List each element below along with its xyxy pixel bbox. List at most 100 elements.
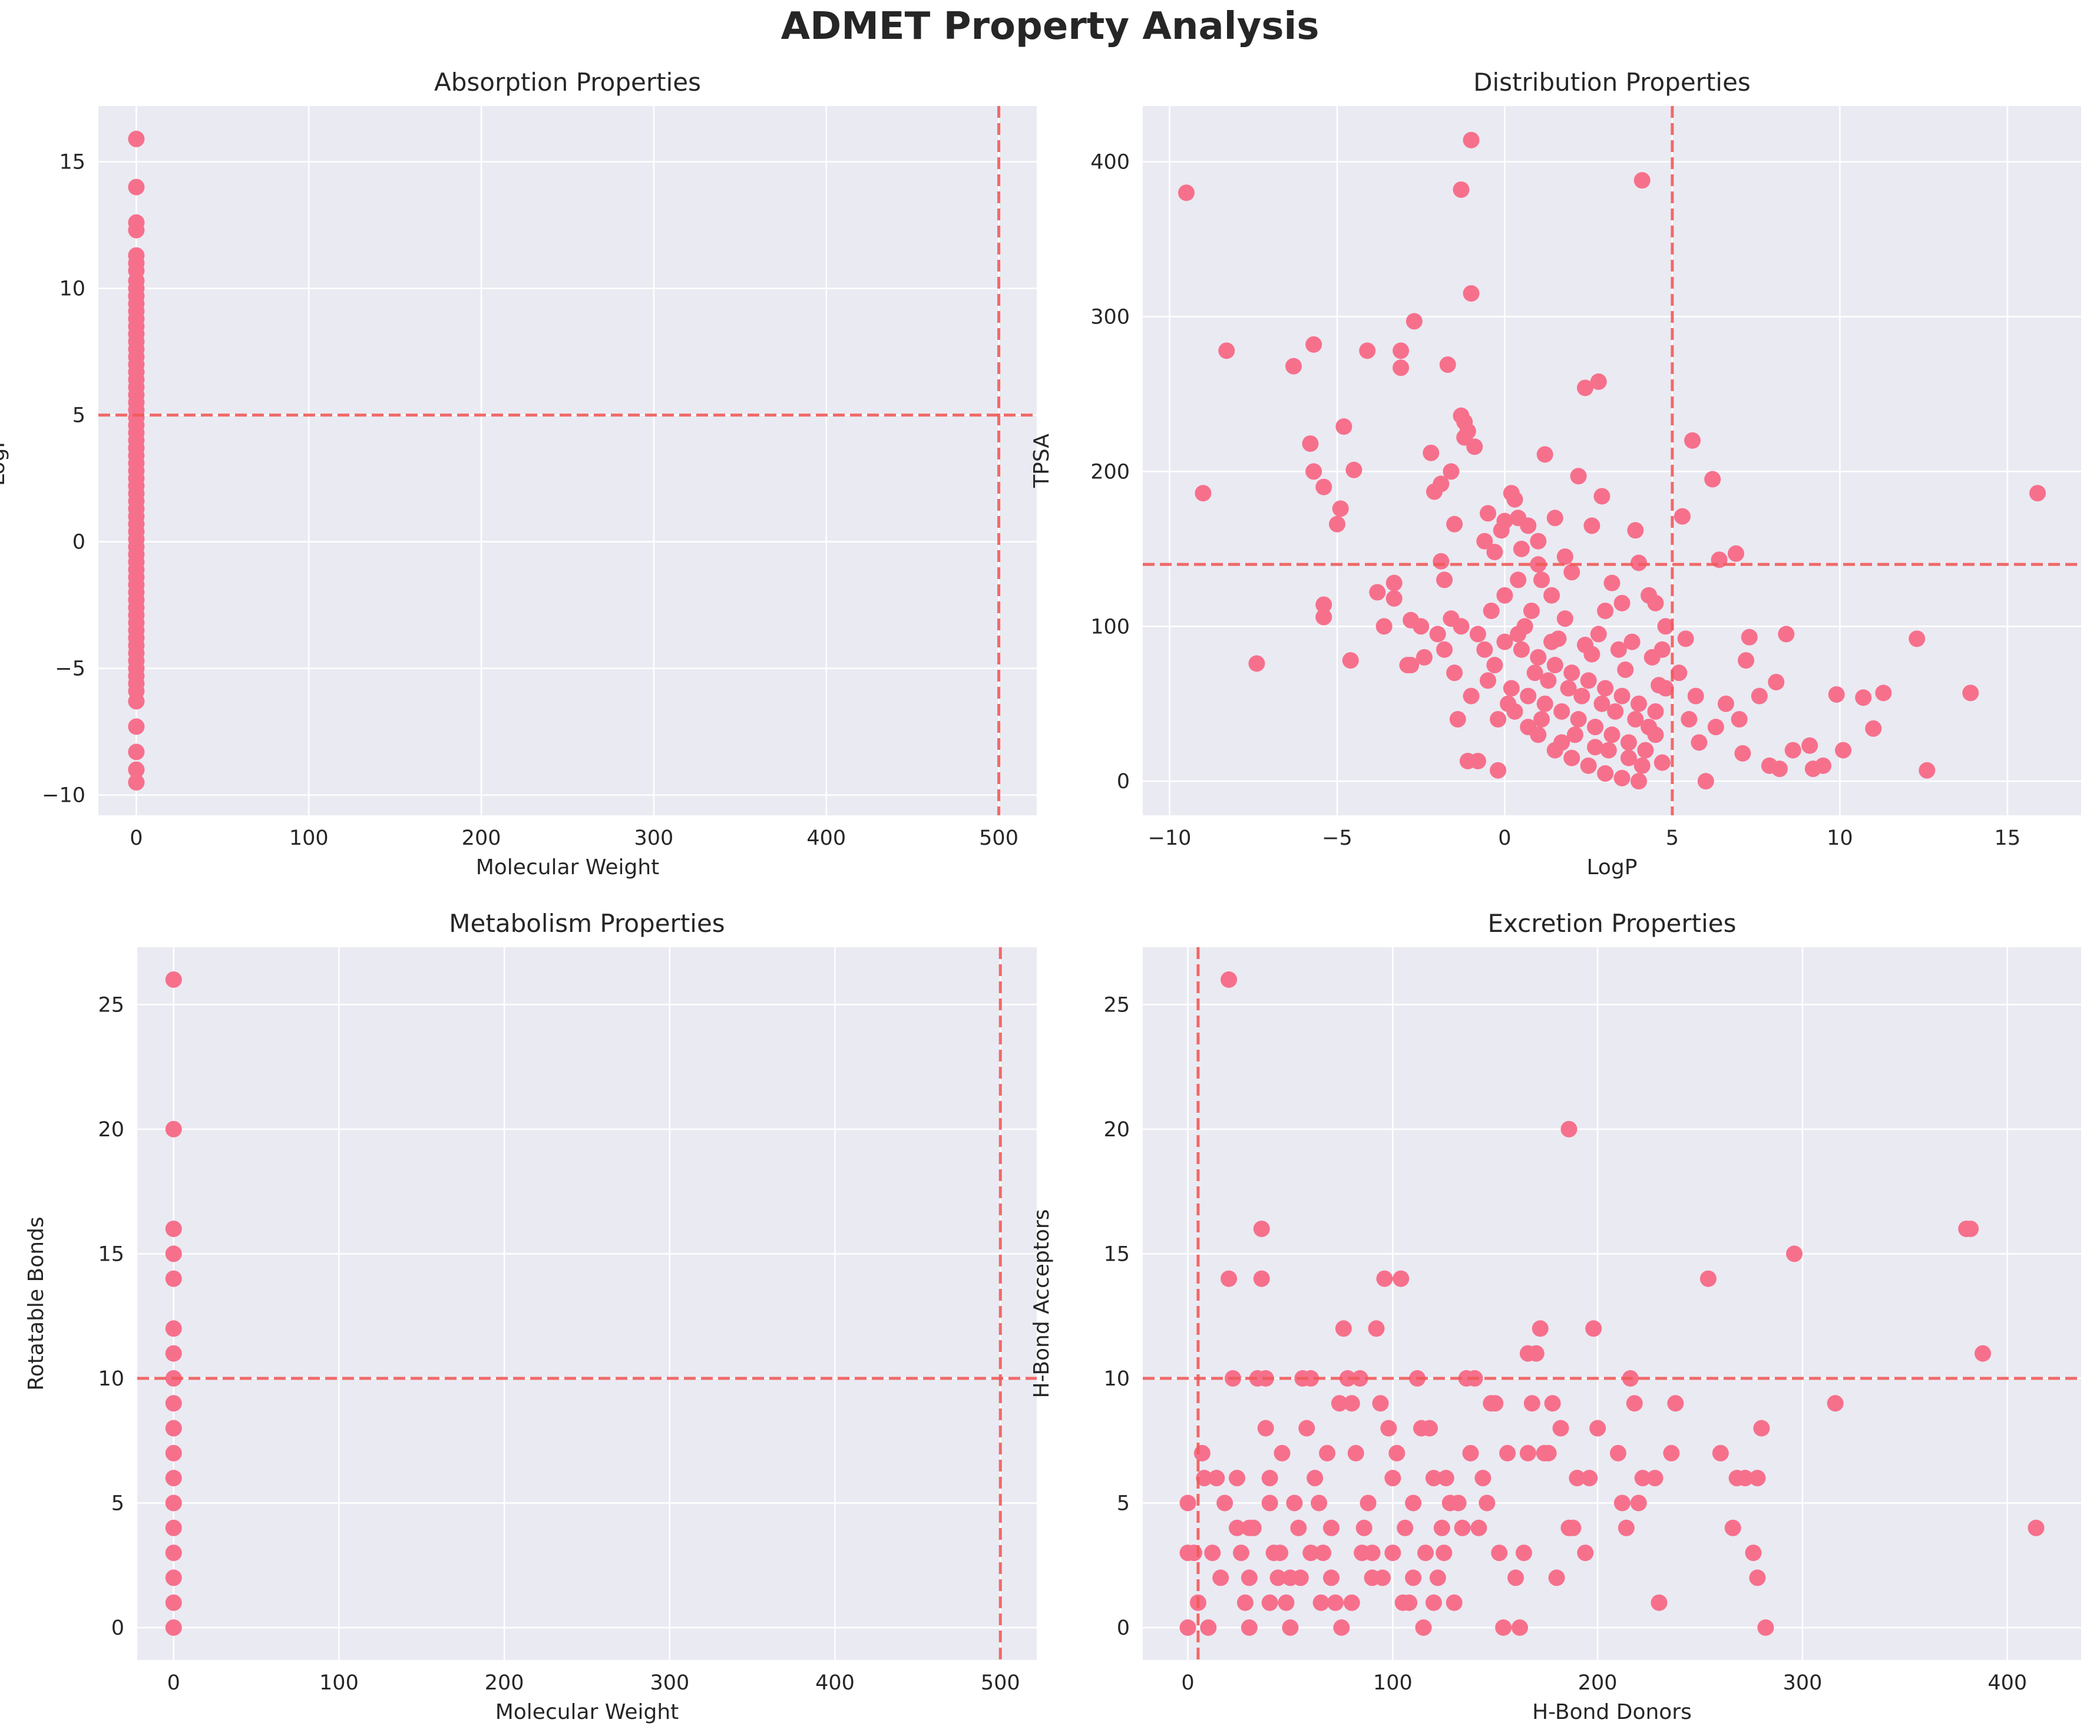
x-tick-label: 0 [130, 826, 143, 850]
data-point [1421, 1420, 1438, 1437]
data-point [1753, 1420, 1770, 1437]
data-point [1322, 1569, 1340, 1586]
data-point [1503, 680, 1520, 697]
data-point [128, 718, 145, 735]
data-point [1507, 1569, 1524, 1586]
data-point [1589, 1420, 1606, 1437]
figure-title: ADMET Property Analysis [781, 5, 1319, 48]
data-point [165, 1519, 182, 1536]
data-point [128, 693, 145, 710]
data-point [1603, 726, 1621, 743]
data-point [1200, 1619, 1217, 1636]
data-point [1463, 687, 1480, 705]
data-point [165, 1569, 182, 1586]
y-tick-label: 0 [1117, 1616, 1130, 1640]
data-point [1372, 1395, 1389, 1412]
data-point [1204, 1545, 1221, 1562]
data-point [1613, 687, 1631, 705]
y-axis-label: H-Bond Acceptors [1030, 1209, 1054, 1398]
data-point [2029, 485, 2046, 502]
data-point [1374, 1569, 1391, 1586]
data-point [1446, 1594, 1463, 1611]
data-point [165, 1494, 182, 1512]
data-point [1511, 1619, 1528, 1636]
data-point [165, 971, 182, 988]
y-tick-label: 15 [1103, 1242, 1130, 1266]
data-point [1433, 553, 1450, 570]
data-point [128, 178, 145, 196]
y-tick-label: 15 [98, 1242, 124, 1266]
data-point [1581, 1470, 1598, 1487]
data-point [1319, 1444, 1336, 1461]
data-point [1663, 1444, 1680, 1461]
data-point [1193, 1444, 1211, 1461]
data-point [165, 1221, 182, 1238]
data-point [1506, 491, 1523, 508]
x-tick-label: 100 [289, 826, 329, 850]
data-point [1486, 544, 1503, 561]
x-axis-label: Molecular Weight [495, 1700, 679, 1724]
data-point [1261, 1470, 1278, 1487]
data-point [1437, 1470, 1454, 1487]
data-point [1543, 587, 1560, 604]
data-point [1536, 695, 1553, 712]
data-point [1771, 760, 1788, 778]
data-point [1393, 342, 1410, 359]
data-point [1443, 463, 1460, 480]
x-tick-label: 10 [1827, 826, 1853, 850]
data-point [1657, 618, 1674, 635]
data-point [1563, 564, 1580, 581]
data-point [1865, 720, 1882, 737]
data-point [1490, 711, 1507, 728]
data-point [1784, 742, 1801, 759]
data-point [1405, 1569, 1422, 1586]
data-point [1631, 773, 1648, 790]
data-point [1470, 1519, 1487, 1536]
data-point [1620, 749, 1637, 766]
data-point [1236, 1594, 1254, 1611]
data-point [1627, 711, 1644, 728]
data-point [1369, 584, 1386, 601]
data-point [1560, 1120, 1578, 1138]
data-point [1446, 515, 1463, 533]
data-point [1405, 313, 1423, 330]
x-tick-label: 200 [462, 826, 501, 850]
data-point [1576, 379, 1593, 396]
data-point [1737, 1470, 1754, 1487]
data-point [1728, 545, 1745, 562]
data-point [1653, 754, 1671, 771]
data-point [1684, 432, 1701, 449]
data-point [1699, 1270, 1717, 1287]
x-tick-label: 200 [1578, 1671, 1618, 1695]
data-point [1179, 1619, 1196, 1636]
data-point [1216, 1494, 1233, 1512]
data-point [1333, 1619, 1350, 1636]
data-point [1646, 1470, 1664, 1487]
data-point [1631, 554, 1648, 571]
data-point [1515, 1545, 1532, 1562]
data-point [1607, 703, 1624, 720]
data-point [165, 1395, 182, 1412]
data-point [1305, 336, 1322, 353]
data-point [1413, 618, 1430, 635]
data-point [1627, 522, 1644, 539]
data-point [1429, 626, 1446, 643]
y-tick-label: 5 [72, 404, 85, 428]
data-point [1626, 1395, 1643, 1412]
data-point [1597, 765, 1614, 782]
data-point [1312, 1594, 1330, 1611]
data-point [1450, 1494, 1467, 1512]
data-point [1272, 1545, 1289, 1562]
data-point [1417, 1545, 1434, 1562]
data-point [1543, 633, 1560, 650]
x-tick-label: 400 [1987, 1671, 2027, 1695]
data-point [1667, 1395, 1684, 1412]
data-point [1827, 1395, 1844, 1412]
data-point [1828, 686, 1845, 703]
data-point [1228, 1519, 1245, 1536]
data-point [1674, 508, 1691, 525]
data-point [1339, 1370, 1356, 1387]
data-point [1462, 1444, 1479, 1461]
data-point [1613, 594, 1631, 611]
